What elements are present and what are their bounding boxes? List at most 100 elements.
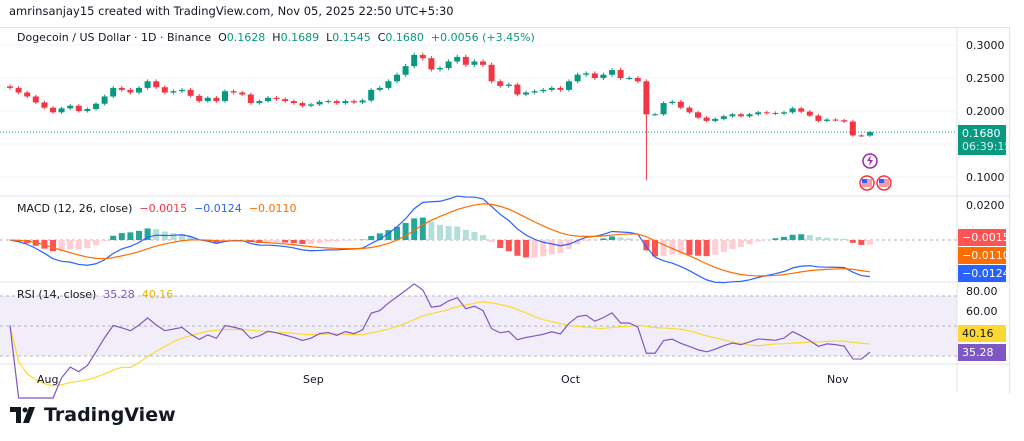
time-axis-label: Oct [561, 373, 581, 386]
time-axis-label: Sep [303, 373, 324, 386]
close-value: 0.1680 [385, 31, 424, 44]
candle-body [84, 109, 91, 111]
macd-histogram-bar [170, 233, 177, 240]
macd-histogram-bar [127, 232, 134, 240]
macd-histogram-bar [153, 229, 160, 240]
macd-legend: MACD (12, 26, close) −0.0015 −0.0124 −0.… [17, 202, 297, 215]
candle-body [445, 61, 452, 69]
price-axis-label: 0.1000 [966, 171, 1005, 184]
candle-body [196, 95, 203, 102]
candle-body [557, 87, 564, 90]
candle-body [626, 78, 633, 79]
candle-body [720, 116, 727, 119]
candle-body [101, 96, 108, 104]
candle-body [832, 119, 839, 121]
high-value: 0.1689 [280, 31, 320, 44]
macd-histogram-bar [583, 240, 590, 241]
macd-histogram-bar [471, 232, 478, 240]
candle-body [299, 103, 306, 106]
candle-body [24, 92, 31, 97]
macd-histogram-bar [385, 230, 392, 240]
macd-histogram-bar [428, 221, 435, 240]
tradingview-logo-icon [10, 407, 35, 423]
macd-histogram-bar [376, 233, 383, 240]
candle-body [609, 70, 615, 75]
candle-body [763, 112, 770, 114]
macd-histogram-bar [497, 240, 504, 249]
macd-histogram-bar [273, 240, 280, 243]
macd-histogram-bar [867, 240, 873, 245]
macd-histogram-bar [265, 240, 271, 243]
rsi-axis-label: 80.00 [966, 285, 998, 298]
price-axis-label: 0.3000 [966, 39, 1005, 52]
candle-body [75, 105, 82, 111]
candle-body [419, 54, 426, 59]
macd-histogram-bar [75, 240, 82, 250]
candle-body [222, 91, 228, 102]
rsi-axis-label: 60.00 [966, 305, 998, 318]
macd-histogram-bar [282, 240, 289, 243]
macd-title: MACD (12, 26, close) [17, 202, 133, 215]
macd-histogram-bar [660, 240, 667, 257]
macd-histogram-bar [789, 234, 796, 240]
credit-line: amrinsanjay15 created with TradingView.c… [9, 4, 454, 18]
candle-body [497, 81, 504, 86]
macd-histogram-bar [531, 240, 538, 258]
candle-body [230, 91, 237, 93]
flag-canton [862, 179, 867, 183]
candle-body [273, 97, 280, 100]
candle-body [213, 97, 220, 102]
close-label: C [377, 31, 386, 44]
candle-body [781, 112, 787, 114]
candle-body [634, 78, 641, 82]
candle-body [32, 96, 39, 103]
candle-body [815, 115, 822, 121]
candle-body [50, 107, 56, 113]
candle-body [333, 101, 340, 104]
candle-body [265, 97, 271, 102]
candle-body [136, 87, 142, 93]
macd-histogram-bar [411, 218, 418, 240]
candle-body [153, 81, 160, 88]
candle-body [591, 73, 598, 78]
rsi-line [9, 283, 871, 399]
macd-histogram-bar [488, 240, 495, 243]
candle-body [755, 112, 762, 115]
macd-histogram-bar [290, 240, 297, 244]
candle-body [583, 73, 590, 75]
candle-body [652, 114, 658, 116]
candle-body [402, 66, 409, 75]
candle-body [204, 97, 211, 102]
time-axis-label: Nov [827, 373, 849, 386]
high-label: H [272, 31, 281, 44]
time-axis-label: Aug [37, 373, 59, 386]
candle-body [523, 92, 529, 95]
macd-histogram-bar [101, 240, 108, 242]
candle-body [841, 120, 848, 122]
macd-histogram-bar [462, 229, 469, 240]
macd-histogram-bar [136, 230, 142, 240]
macd-histogram-bar [548, 240, 555, 255]
tradingview-logo[interactable]: TradingView [10, 404, 176, 426]
macd-histogram-bar [50, 240, 56, 252]
macd-histogram-bar [316, 240, 323, 243]
candle-body [574, 74, 581, 82]
macd-histogram-bar [600, 238, 607, 240]
macd-histogram-bar [574, 240, 581, 245]
candle-body [118, 87, 125, 90]
candle-body [617, 70, 624, 78]
candle-body [67, 105, 74, 109]
macd-histogram-bar [626, 238, 633, 240]
price-axis-label: 0.2000 [966, 105, 1005, 118]
price-axis-label: 0.2500 [966, 72, 1005, 85]
open-value: 0.1628 [226, 31, 266, 44]
macd-histogram-bar [540, 240, 547, 257]
macd-line [9, 195, 871, 284]
candle-body [437, 68, 443, 70]
macd-histogram-bar [299, 240, 306, 245]
macd-histogram-bar [333, 240, 340, 242]
macd-histogram-bar [755, 240, 762, 242]
candle-body [179, 89, 185, 92]
candle-body [256, 101, 263, 104]
